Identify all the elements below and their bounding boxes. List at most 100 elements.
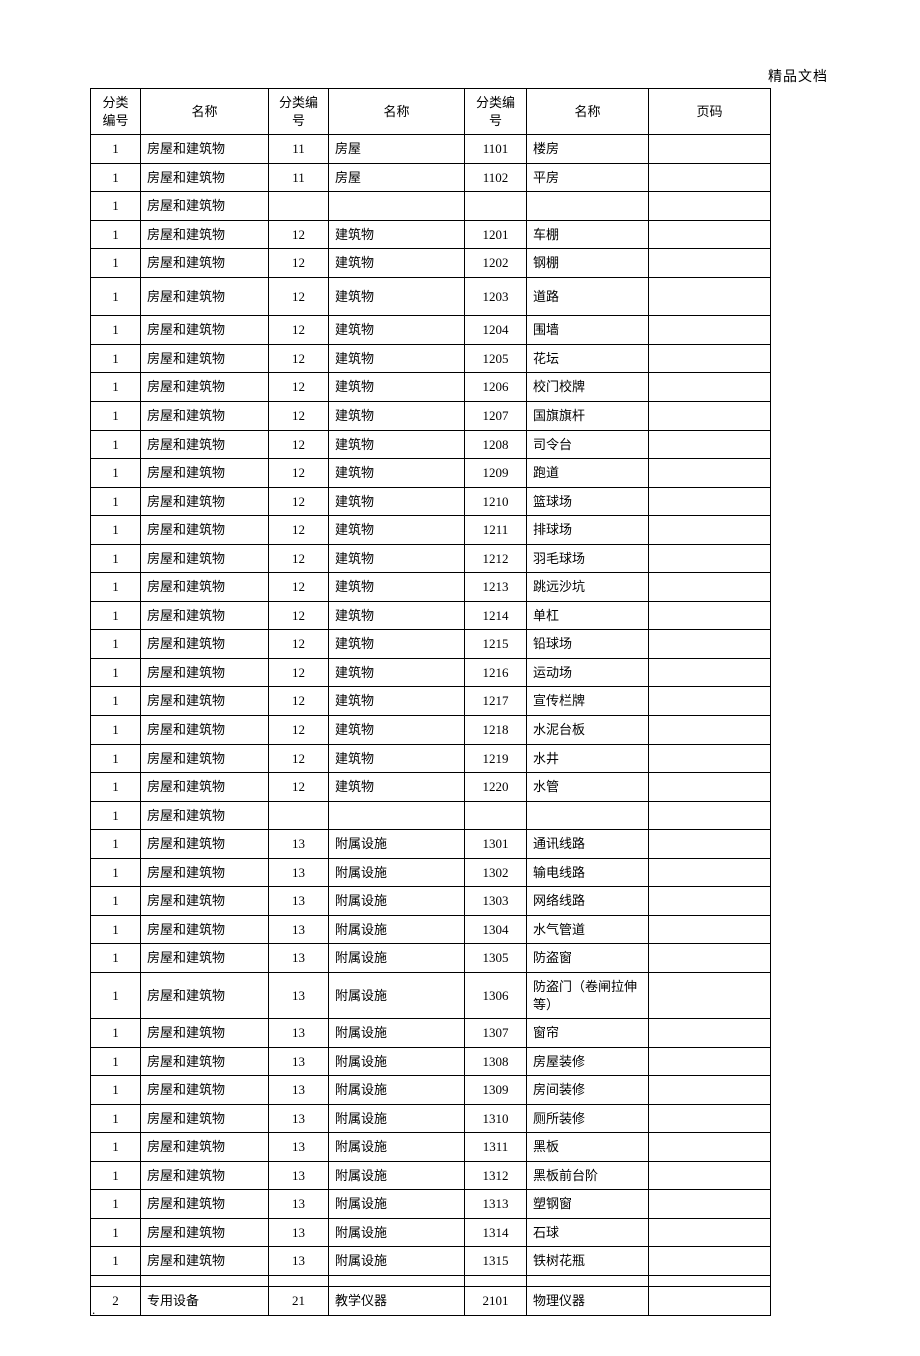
cell-c7 xyxy=(649,1218,771,1247)
cell-c4: 附属设施 xyxy=(329,830,465,859)
cell-c6: 塑钢窗 xyxy=(527,1190,649,1219)
cell-c2: 房屋和建筑物 xyxy=(141,773,269,802)
cell-c3: 13 xyxy=(269,1247,329,1276)
cell-c1: 1 xyxy=(91,944,141,973)
cell-c6 xyxy=(527,801,649,830)
table-row: 1房屋和建筑物12建筑物1216运动场 xyxy=(91,658,771,687)
cell-c7 xyxy=(649,516,771,545)
cell-c6: 跳远沙坑 xyxy=(527,573,649,602)
cell-c4: 附属设施 xyxy=(329,1133,465,1162)
cell-c1: 1 xyxy=(91,1133,141,1162)
cell-c2: 专用设备 xyxy=(141,1286,269,1315)
cell-c5: 1203 xyxy=(465,277,527,316)
table-row: 1房屋和建筑物12建筑物1220水管 xyxy=(91,773,771,802)
cell-c2: 房屋和建筑物 xyxy=(141,1019,269,1048)
cell-c5: 1313 xyxy=(465,1190,527,1219)
cell-c2: 房屋和建筑物 xyxy=(141,277,269,316)
cell-c4: 建筑物 xyxy=(329,316,465,345)
cell-c2: 房屋和建筑物 xyxy=(141,687,269,716)
cell-c4: 建筑物 xyxy=(329,658,465,687)
cell-c6: 黑板 xyxy=(527,1133,649,1162)
cell-c5: 1304 xyxy=(465,915,527,944)
cell-c7 xyxy=(649,1019,771,1048)
cell-c6: 窗帘 xyxy=(527,1019,649,1048)
cell-c2: 房屋和建筑物 xyxy=(141,972,269,1018)
cell-c2: 房屋和建筑物 xyxy=(141,1133,269,1162)
cell-c1: 1 xyxy=(91,1104,141,1133)
cell-c7 xyxy=(649,687,771,716)
cell-c1: 1 xyxy=(91,516,141,545)
cell-c4: 附属设施 xyxy=(329,1218,465,1247)
cell-c5: 1307 xyxy=(465,1019,527,1048)
cell-c5: 1204 xyxy=(465,316,527,345)
cell-c5: 1210 xyxy=(465,487,527,516)
table-row: 1房屋和建筑物12建筑物1210篮球场 xyxy=(91,487,771,516)
cell-c4 xyxy=(329,801,465,830)
cell-c4: 附属设施 xyxy=(329,1190,465,1219)
cell-c7 xyxy=(649,1076,771,1105)
cell-c6: 水管 xyxy=(527,773,649,802)
cell-c2: 房屋和建筑物 xyxy=(141,344,269,373)
cell-c5: 1102 xyxy=(465,163,527,192)
cell-c4: 附属设施 xyxy=(329,1076,465,1105)
cell-c6: 铅球场 xyxy=(527,630,649,659)
cell-c2: 房屋和建筑物 xyxy=(141,1076,269,1105)
cell-c2: 房屋和建筑物 xyxy=(141,220,269,249)
cell-c7 xyxy=(649,915,771,944)
cell-c2: 房屋和建筑物 xyxy=(141,373,269,402)
cell-c2: 房屋和建筑物 xyxy=(141,601,269,630)
cell-c4 xyxy=(329,1275,465,1286)
table-row: 1房屋和建筑物13附属设施1302输电线路 xyxy=(91,858,771,887)
cell-c7 xyxy=(649,658,771,687)
cell-c7 xyxy=(649,972,771,1018)
cell-c4: 建筑物 xyxy=(329,487,465,516)
cell-c2: 房屋和建筑物 xyxy=(141,573,269,602)
cell-c2: 房屋和建筑物 xyxy=(141,1218,269,1247)
table-row: 1房屋和建筑物13附属设施1312黑板前台阶 xyxy=(91,1161,771,1190)
cell-c5: 1309 xyxy=(465,1076,527,1105)
cell-c4: 教学仪器 xyxy=(329,1286,465,1315)
cell-c1: 1 xyxy=(91,163,141,192)
col-name-2: 名称 xyxy=(329,89,465,135)
cell-c7 xyxy=(649,830,771,859)
cell-c5: 1205 xyxy=(465,344,527,373)
cell-c6: 铁树花瓶 xyxy=(527,1247,649,1276)
cell-c3: 21 xyxy=(269,1286,329,1315)
table-row: 1房屋和建筑物12建筑物1212羽毛球场 xyxy=(91,544,771,573)
cell-c4: 建筑物 xyxy=(329,544,465,573)
col-code-2: 分类编号 xyxy=(269,89,329,135)
cell-c6: 羽毛球场 xyxy=(527,544,649,573)
table-row: 1房屋和建筑物13附属设施1301通讯线路 xyxy=(91,830,771,859)
cell-c4: 建筑物 xyxy=(329,277,465,316)
cell-c3: 12 xyxy=(269,716,329,745)
col-code-3: 分类编号 xyxy=(465,89,527,135)
table-row: 1房屋和建筑物12建筑物1202钢棚 xyxy=(91,249,771,278)
cell-c4: 附属设施 xyxy=(329,1019,465,1048)
cell-c6: 跑道 xyxy=(527,459,649,488)
cell-c4: 附属设施 xyxy=(329,972,465,1018)
cell-c4: 建筑物 xyxy=(329,516,465,545)
cell-c1: 1 xyxy=(91,277,141,316)
table-row: 1房屋和建筑物13附属设施1310厕所装修 xyxy=(91,1104,771,1133)
cell-c1: 1 xyxy=(91,972,141,1018)
cell-c5: 1214 xyxy=(465,601,527,630)
cell-c3: 13 xyxy=(269,1104,329,1133)
cell-c2: 房屋和建筑物 xyxy=(141,716,269,745)
cell-c3: 12 xyxy=(269,601,329,630)
cell-c7 xyxy=(649,163,771,192)
cell-c1: 1 xyxy=(91,687,141,716)
cell-c3: 11 xyxy=(269,163,329,192)
cell-c6: 花坛 xyxy=(527,344,649,373)
cell-c3: 12 xyxy=(269,544,329,573)
cell-c5: 1209 xyxy=(465,459,527,488)
cell-c6: 道路 xyxy=(527,277,649,316)
cell-c3: 12 xyxy=(269,316,329,345)
cell-c3: 13 xyxy=(269,1133,329,1162)
cell-c1: 1 xyxy=(91,1047,141,1076)
cell-c3: 12 xyxy=(269,430,329,459)
cell-c4: 建筑物 xyxy=(329,459,465,488)
cell-c3 xyxy=(269,801,329,830)
cell-c6: 水气管道 xyxy=(527,915,649,944)
table-row: 1房屋和建筑物12建筑物1213跳远沙坑 xyxy=(91,573,771,602)
cell-c5: 1101 xyxy=(465,135,527,164)
